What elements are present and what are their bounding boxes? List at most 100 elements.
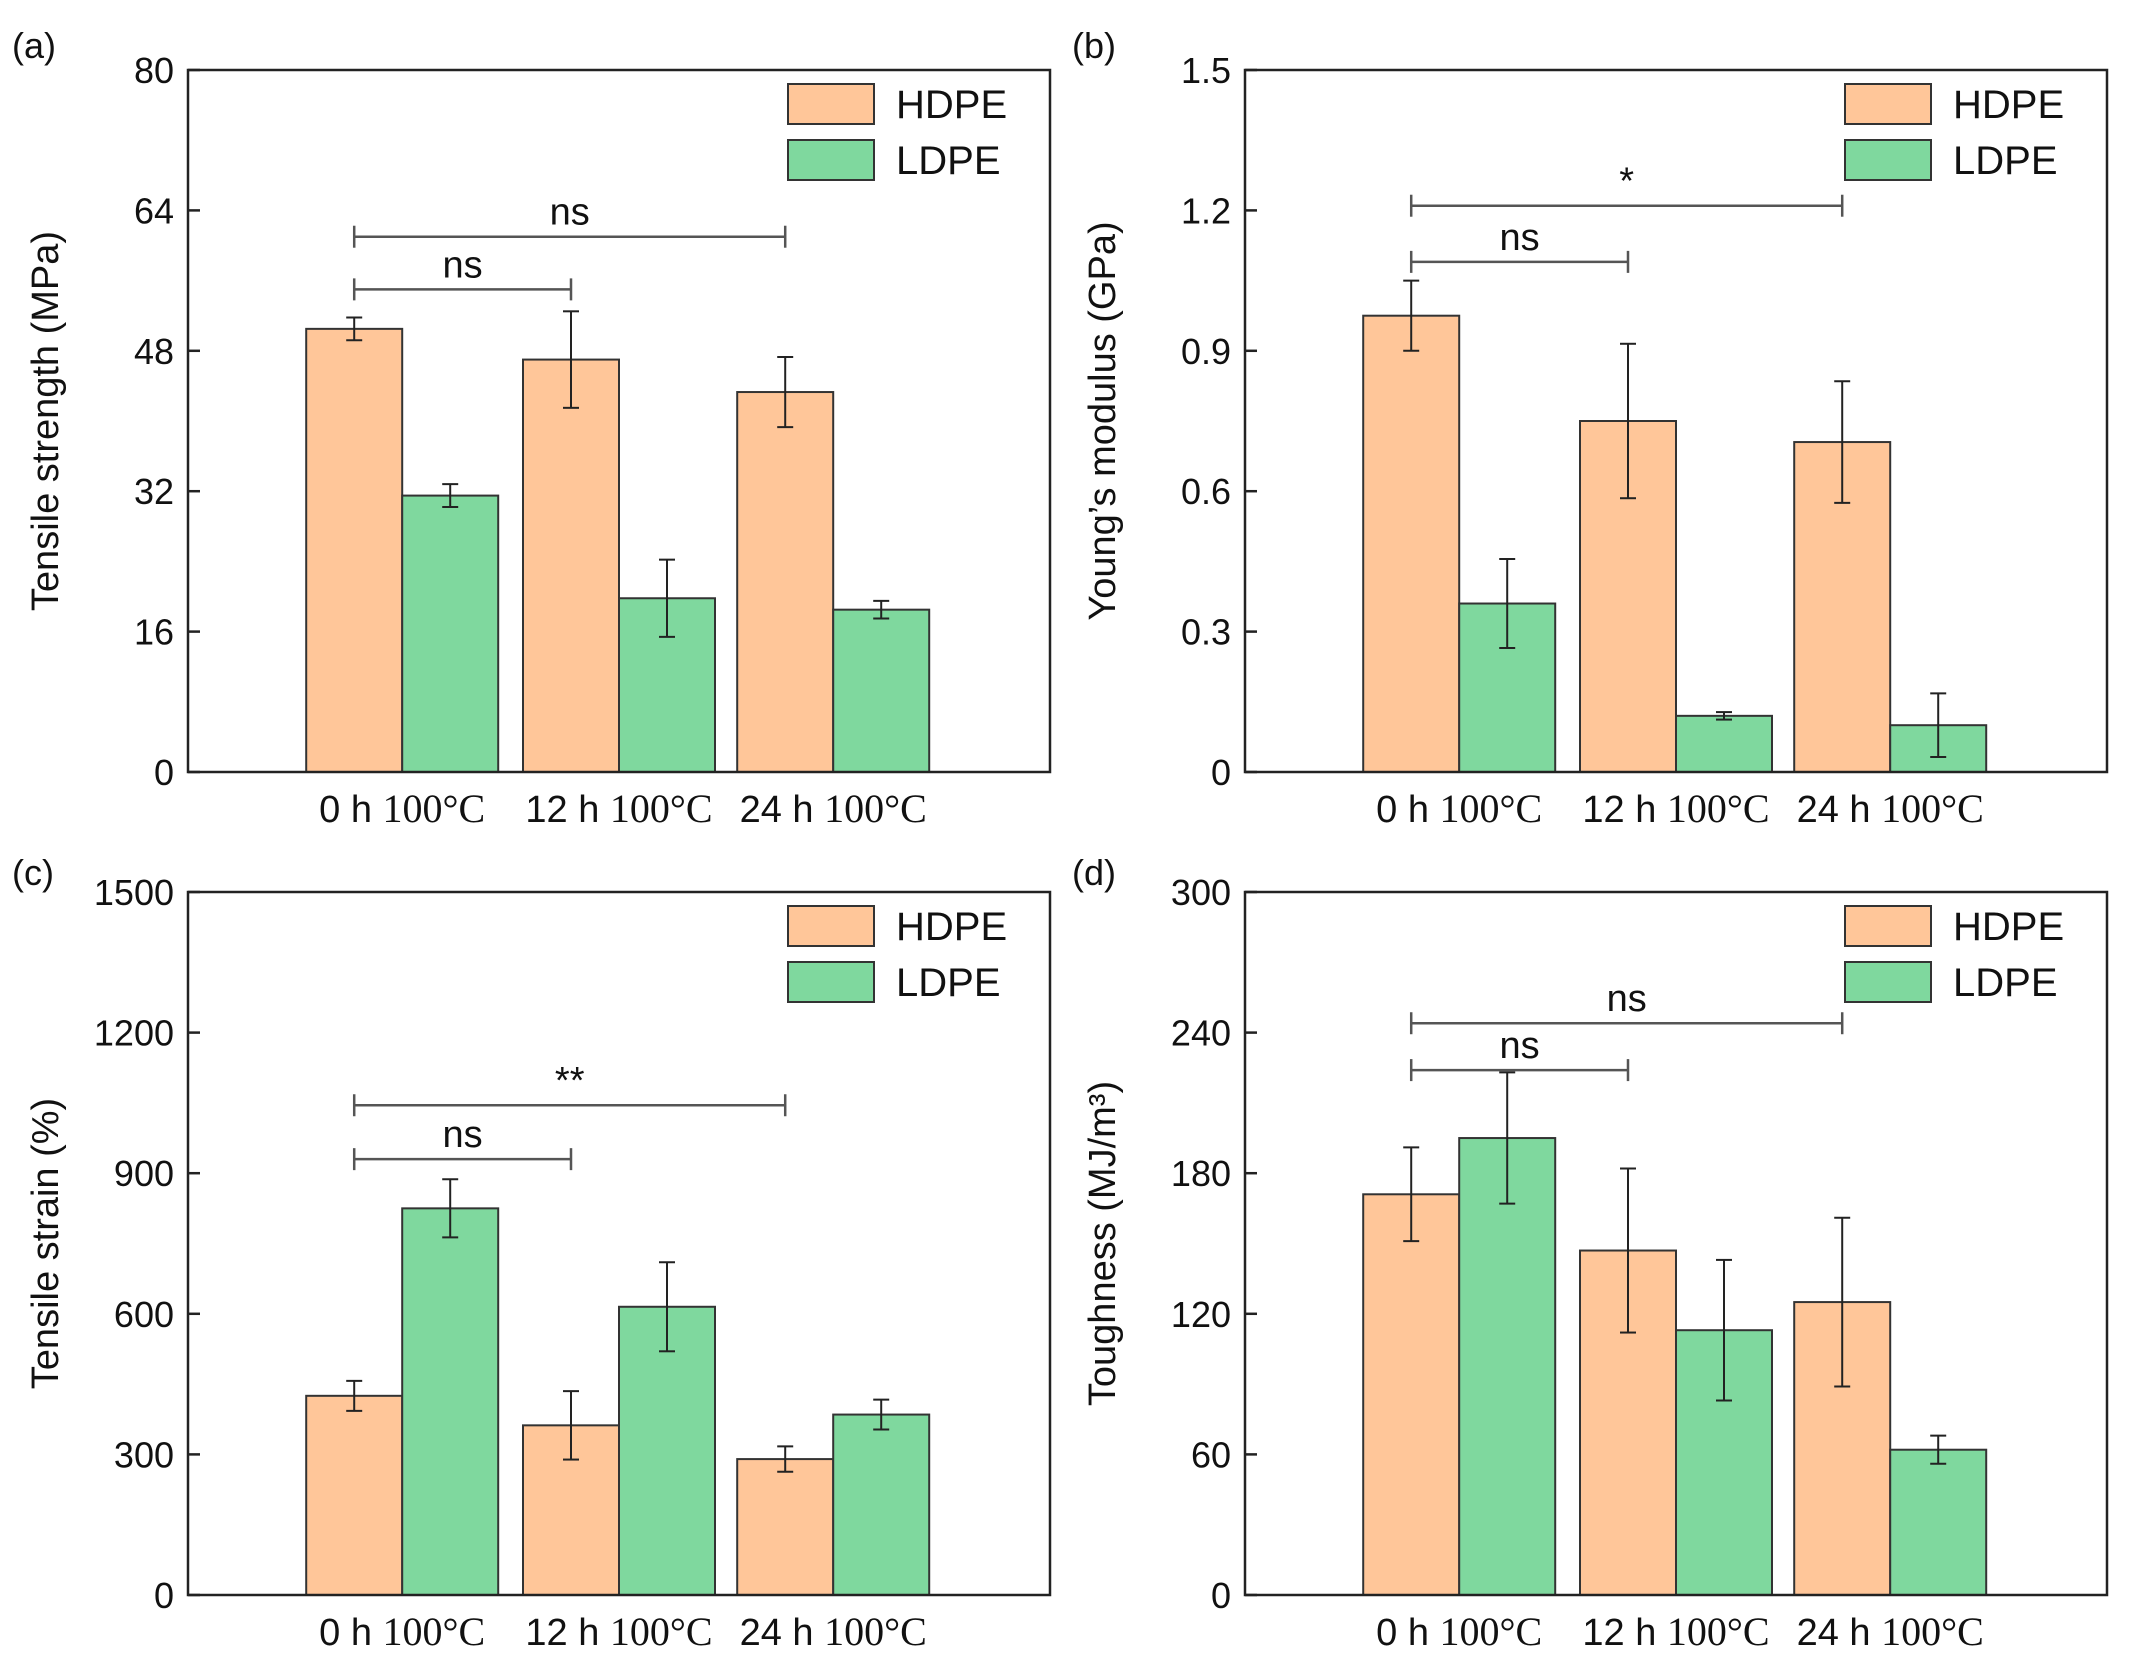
y-tick-label: 48 [134,331,174,372]
error-bar [1834,1216,1851,1388]
y-tick-label: 0 [1211,1575,1231,1616]
y-axis-title: Toughness (MJ/m³) [1082,1081,1124,1406]
significance-bracket [352,278,573,301]
x-category-time: 0 h [1376,1612,1439,1654]
x-category-temp: 100°C [383,1609,486,1654]
y-tick-label: 0.3 [1181,612,1231,653]
significance-bracket [352,1094,787,1117]
plot-frame [186,68,1052,774]
x-category-temp: 100°C [1881,1609,1984,1654]
ldpe-bar [1458,1137,1557,1597]
plot-frame [186,890,1052,1597]
error-bar [442,1178,459,1239]
error-bar [659,1261,675,1353]
x-category-temp: 100°C [824,786,927,831]
x-category-temp: 100°C [824,1609,927,1654]
panel-label: (a) [12,25,56,66]
error-bar [873,1398,890,1431]
x-category-label: 24 h 100°C [1797,1609,1984,1654]
significance-label: * [1619,161,1634,203]
y-tick-label: 0.6 [1181,471,1231,512]
y-tick-label: 300 [114,1434,174,1475]
x-category-temp: 100°C [1440,786,1543,831]
x-category-temp: 100°C [1667,1609,1770,1654]
error-bar [1403,1146,1420,1243]
x-category-label: 12 h 100°C [1582,1609,1769,1654]
error-bar [1403,279,1420,352]
legend-swatch-ldpe [1844,961,1932,1003]
error-bar [1499,558,1516,649]
error-bar [1930,1434,1947,1465]
significance-bracket [352,1148,573,1171]
legend-swatch-ldpe [787,961,875,1003]
y-tick-label: 1.2 [1181,190,1231,231]
x-category-temp: 100°C [1440,1609,1543,1654]
significance-label: ** [555,1060,585,1102]
legend-label: HDPE [896,83,1007,127]
legend-label: LDPE [1953,139,2058,183]
x-category-label: 0 h 100°C [319,786,485,831]
y-tick-label: 16 [134,612,174,653]
y-tick-label: 0 [154,1575,174,1616]
y-tick-label: 1200 [94,1013,174,1054]
x-category-label: 0 h 100°C [1376,786,1542,831]
ldpe-bar [832,608,931,773]
hdpe-bar [1362,314,1461,773]
y-tick-label: 120 [1171,1294,1231,1335]
x-category-label: 0 h 100°C [319,1609,485,1654]
ldpe-bar [1889,1448,1988,1597]
x-category-temp: 100°C [610,786,713,831]
legend-label: HDPE [896,905,1007,949]
significance-bracket [352,225,787,248]
error-bar [1834,380,1851,504]
x-category-label: 12 h 100°C [525,1609,712,1654]
legend-swatch-ldpe [787,139,875,181]
x-category-time: 24 h [740,789,825,831]
x-category-time: 24 h [740,1612,825,1654]
plot-frame [1243,68,2109,774]
plot-frame [1243,890,2109,1597]
y-tick-label: 80 [134,50,174,91]
x-category-label: 24 h 100°C [740,786,927,831]
significance-label: ns [1607,978,1647,1020]
error-bar [563,1390,579,1461]
x-category-label: 0 h 100°C [1376,1609,1542,1654]
significance-bracket [1409,194,1844,217]
significance-bracket [1409,1059,1630,1082]
significance-label: ns [1500,217,1540,259]
significance-label: ns [550,192,590,234]
x-category-time: 12 h [1582,789,1667,831]
y-tick-label: 300 [1171,872,1231,913]
ldpe-bar [1675,714,1773,774]
legend-swatch-ldpe [1844,139,1932,181]
x-category-temp: 100°C [1881,786,1984,831]
x-category-label: 24 h 100°C [740,1609,927,1654]
y-tick-label: 180 [1171,1153,1231,1194]
error-bar [1620,342,1636,500]
y-tick-label: 60 [1191,1434,1231,1475]
error-bar [1930,692,1947,759]
y-tick-label: 1500 [94,872,174,913]
significance-bracket [1409,250,1630,273]
panel-label: (d) [1072,852,1116,893]
y-tick-label: 1.5 [1181,50,1231,91]
hdpe-bar [736,1458,835,1596]
x-category-time: 12 h [525,1612,610,1654]
x-category-time: 24 h [1797,1612,1882,1654]
legend-swatch-hdpe [787,905,875,947]
panel-label: (c) [12,852,54,893]
x-category-label: 24 h 100°C [1797,786,1984,831]
legend-label: HDPE [1953,83,2064,127]
x-category-time: 0 h [319,789,382,831]
y-axis-title: Young’s modulus (GPa) [1082,221,1124,620]
error-bar [659,558,675,638]
significance-label: ns [1500,1025,1540,1067]
hdpe-bar [305,327,404,773]
x-category-temp: 100°C [383,786,486,831]
error-bar [873,599,890,620]
ldpe-bar [401,1207,500,1596]
